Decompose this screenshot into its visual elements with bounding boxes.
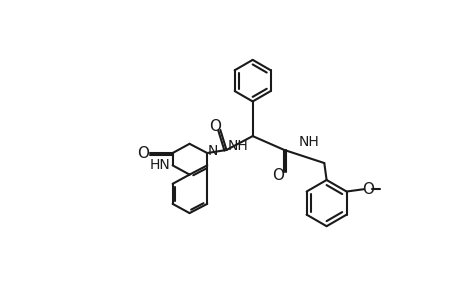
Text: NH: NH xyxy=(227,139,248,153)
Text: O: O xyxy=(272,168,284,183)
Text: O: O xyxy=(137,146,149,160)
Text: N: N xyxy=(207,144,218,158)
Text: HN: HN xyxy=(150,158,170,172)
Text: NH: NH xyxy=(298,135,319,149)
Text: O: O xyxy=(361,182,373,197)
Text: O: O xyxy=(208,118,220,134)
